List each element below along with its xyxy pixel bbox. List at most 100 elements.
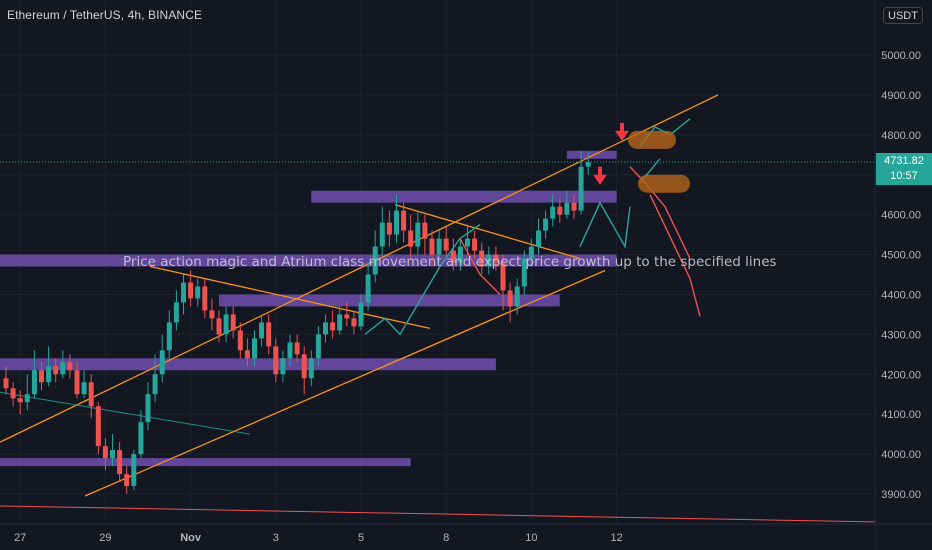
time-tick-label: 29 [99,532,111,544]
candle-body [379,222,385,247]
candle-body [436,238,442,255]
candle [46,346,52,387]
candle [429,230,435,267]
candle [386,210,392,247]
candle-countdown: 10:57 [890,170,918,182]
candle [571,194,577,219]
candle-body [273,346,279,375]
price-tick-label: 4100.00 [881,409,921,421]
candle-body [564,202,570,215]
price-tick-label: 4400.00 [881,289,921,301]
candle [223,306,229,343]
price-tick-label: 4500.00 [881,250,921,262]
candle-body [280,358,286,375]
support-resistance-zones [0,150,617,467]
candle [514,278,520,315]
candle-body [536,230,541,247]
candle [31,350,37,399]
candle [550,194,556,227]
candle [578,150,584,215]
candle [408,214,414,259]
down-arrow-marker-1 [593,166,607,185]
candle [323,314,328,343]
zone-rect [0,358,496,371]
candle [95,402,101,455]
price-tick-label: 4900.00 [881,90,921,102]
candle [536,218,541,255]
candle [74,362,80,399]
candle-body [259,322,265,339]
candle [152,354,158,403]
candle-body [521,258,527,287]
candle-body [308,358,314,379]
zone-rect [311,190,617,203]
candle-body [53,366,59,375]
candle [543,210,549,239]
candle-body [514,286,520,307]
candle [202,278,208,319]
candle-body [223,314,229,335]
candlestick-series [3,150,591,494]
candle [237,322,243,359]
candle-body [24,394,30,403]
candle [195,278,201,307]
time-tick-label: 12 [610,532,622,544]
candle-body [230,314,236,331]
candle-body [3,378,9,389]
candle [486,246,492,275]
candle-body [74,370,80,395]
trend-channel [0,94,876,523]
price-tick-label: 5000.00 [881,50,921,62]
highlight-oval-lower [638,174,690,193]
price-tick-label: 4000.00 [881,449,921,461]
candle-body [138,422,144,455]
candle [372,230,378,283]
candle [358,294,364,331]
candle-body [365,274,371,303]
time-axis: 27 29 Nov 3 5 8 10 12 [0,523,932,550]
time-tick-label: 10 [525,532,537,544]
candle [230,306,236,339]
candle-body [124,474,130,487]
candle [422,214,428,255]
candle-body [95,406,101,447]
candle-body [195,286,201,299]
candle-body [39,370,44,383]
candle-body [216,318,222,335]
candle [443,226,449,259]
candle [521,250,527,295]
candle [436,230,442,263]
candle-body [330,322,336,331]
arrow-up-path-1 [364,266,441,336]
candle-body [67,362,73,371]
candle-body [173,302,179,323]
candle [465,226,470,255]
trendline-red [0,505,876,523]
candle [138,410,144,459]
candle [67,354,73,379]
candle-body [166,322,172,351]
candle-body [209,310,215,319]
candle-body [145,394,151,423]
currency-button[interactable]: USDT [883,7,923,24]
candle-body [202,286,208,311]
candle [287,334,293,367]
price-axis: 3900.00 4000.00 4100.00 4200.00 4300.00 4400.… [874,0,932,550]
candle-body [117,450,123,475]
candle [259,314,265,347]
symbol-title[interactable]: Ethereum / TetherUS, 4h, BINANCE [7,8,203,22]
candle [564,190,570,219]
candle-body [571,202,577,211]
price-axis-bg [875,0,932,550]
candle [379,206,385,255]
down-arrow-marker-2 [615,122,629,141]
arrow-down-path-3 [649,194,701,317]
candle-body [159,350,165,375]
time-axis-bg [0,524,875,550]
candle [266,314,272,355]
candle [24,374,30,411]
candle-body [266,322,272,347]
candle-body [550,206,556,219]
candle [457,238,463,271]
